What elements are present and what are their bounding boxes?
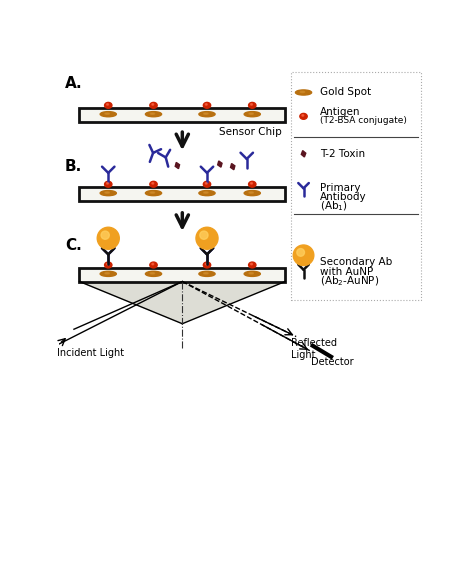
Ellipse shape <box>302 115 304 116</box>
Ellipse shape <box>205 104 207 105</box>
Ellipse shape <box>205 182 207 184</box>
Ellipse shape <box>293 245 314 265</box>
Ellipse shape <box>105 113 109 114</box>
Polygon shape <box>230 164 235 170</box>
Ellipse shape <box>300 113 307 120</box>
Ellipse shape <box>152 263 154 265</box>
Text: Antibody: Antibody <box>320 192 367 202</box>
Text: Detector: Detector <box>311 358 354 367</box>
Ellipse shape <box>196 227 218 249</box>
Ellipse shape <box>146 112 162 117</box>
Ellipse shape <box>199 271 215 276</box>
Ellipse shape <box>105 273 109 274</box>
Ellipse shape <box>248 262 256 268</box>
FancyBboxPatch shape <box>291 72 421 300</box>
Ellipse shape <box>203 181 210 187</box>
Ellipse shape <box>150 113 155 114</box>
Ellipse shape <box>146 190 162 196</box>
Ellipse shape <box>251 263 253 265</box>
Ellipse shape <box>105 262 112 268</box>
Bar <box>80 108 285 122</box>
Ellipse shape <box>150 102 157 108</box>
Ellipse shape <box>152 104 154 105</box>
Text: with AuNP: with AuNP <box>320 267 374 277</box>
Text: Antigen: Antigen <box>320 107 361 117</box>
Text: (Ab$_1$): (Ab$_1$) <box>320 200 348 213</box>
Ellipse shape <box>150 192 155 193</box>
Text: C.: C. <box>65 238 82 253</box>
Ellipse shape <box>204 113 208 114</box>
Ellipse shape <box>249 113 254 114</box>
Ellipse shape <box>101 231 109 239</box>
Polygon shape <box>175 162 180 169</box>
Ellipse shape <box>244 190 260 196</box>
Text: Secondary Ab: Secondary Ab <box>320 257 392 267</box>
Text: (T2-BSA conjugate): (T2-BSA conjugate) <box>320 116 407 125</box>
Ellipse shape <box>249 273 254 274</box>
Ellipse shape <box>295 90 311 95</box>
Text: Reflected
Light: Reflected Light <box>291 339 337 360</box>
Ellipse shape <box>97 227 119 249</box>
Ellipse shape <box>107 182 109 184</box>
Ellipse shape <box>150 273 155 274</box>
Ellipse shape <box>249 192 254 193</box>
Ellipse shape <box>203 102 210 108</box>
Polygon shape <box>80 281 182 324</box>
Text: Incident Light: Incident Light <box>57 348 125 358</box>
Polygon shape <box>218 161 222 167</box>
Polygon shape <box>301 150 306 157</box>
Ellipse shape <box>300 92 305 93</box>
Text: B.: B. <box>65 158 82 173</box>
Ellipse shape <box>100 190 116 196</box>
Text: (Ab$_2$-AuNP): (Ab$_2$-AuNP) <box>320 275 379 288</box>
Polygon shape <box>182 281 285 324</box>
Ellipse shape <box>105 192 109 193</box>
Ellipse shape <box>203 262 210 268</box>
Ellipse shape <box>200 231 208 239</box>
Ellipse shape <box>100 112 116 117</box>
Ellipse shape <box>105 181 112 187</box>
Ellipse shape <box>244 112 260 117</box>
Ellipse shape <box>251 104 253 105</box>
Ellipse shape <box>204 192 208 193</box>
Ellipse shape <box>105 102 112 108</box>
Ellipse shape <box>205 263 207 265</box>
Ellipse shape <box>100 271 116 276</box>
Ellipse shape <box>150 262 157 268</box>
Ellipse shape <box>107 263 109 265</box>
Ellipse shape <box>251 182 253 184</box>
Ellipse shape <box>107 104 109 105</box>
Ellipse shape <box>297 249 304 256</box>
Bar <box>80 268 285 281</box>
Text: Primary: Primary <box>320 183 361 193</box>
Ellipse shape <box>150 181 157 187</box>
Ellipse shape <box>204 273 208 274</box>
Ellipse shape <box>199 190 215 196</box>
Text: Gold Spot: Gold Spot <box>320 88 371 97</box>
Ellipse shape <box>248 102 256 108</box>
Text: A.: A. <box>65 76 82 91</box>
Bar <box>80 187 285 201</box>
Ellipse shape <box>199 112 215 117</box>
Text: Sensor Chip: Sensor Chip <box>219 126 282 137</box>
Ellipse shape <box>244 271 260 276</box>
Ellipse shape <box>152 182 154 184</box>
Ellipse shape <box>248 181 256 187</box>
Text: T-2 Toxin: T-2 Toxin <box>320 149 365 159</box>
Ellipse shape <box>146 271 162 276</box>
